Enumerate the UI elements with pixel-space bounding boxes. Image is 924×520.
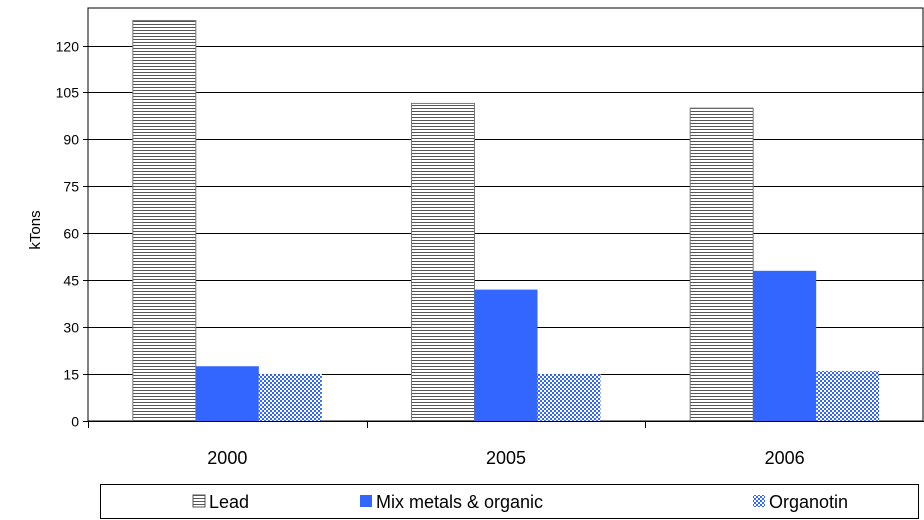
y-tick-label: 15 bbox=[63, 367, 79, 383]
bar-mix-metals-organic-2006 bbox=[753, 270, 817, 421]
legend-swatch bbox=[360, 495, 372, 507]
y-tick-label: 105 bbox=[56, 85, 80, 101]
bar-lead-2006 bbox=[689, 107, 754, 422]
y-tick-label: 60 bbox=[63, 226, 79, 242]
bar-organotin-2005 bbox=[537, 374, 601, 421]
x-tick-label: 2005 bbox=[486, 448, 526, 468]
y-tick-label: 75 bbox=[63, 179, 79, 195]
bar-mix-metals-organic-2000 bbox=[195, 366, 259, 421]
x-tick-label: 2000 bbox=[207, 448, 247, 468]
bars bbox=[132, 20, 880, 422]
bar-mix-metals-organic-2005 bbox=[474, 289, 538, 421]
legend-label: Organotin bbox=[769, 492, 848, 512]
y-tick-label: 120 bbox=[56, 39, 80, 55]
x-tick-label: 2006 bbox=[765, 448, 805, 468]
legend-swatch bbox=[192, 494, 206, 508]
bar-lead-2000 bbox=[132, 20, 197, 422]
legend-label: Lead bbox=[209, 492, 249, 512]
bar-organotin-2000 bbox=[258, 374, 322, 421]
y-axis-title: kTons bbox=[27, 210, 44, 249]
y-tick-label: 90 bbox=[63, 132, 79, 148]
legend: Lead Mix metals & organic Organotin bbox=[100, 484, 919, 519]
legend-label: Mix metals & organic bbox=[376, 492, 543, 512]
y-tick-label: 0 bbox=[71, 414, 79, 430]
y-tick-label: 30 bbox=[63, 320, 79, 336]
bar-organotin-2006 bbox=[816, 370, 880, 421]
y-tick-label: 45 bbox=[63, 273, 79, 289]
legend-swatch bbox=[753, 495, 765, 507]
axes: 0 15 30 45 60 75 90 105 120 2000 2005 2006 bbox=[56, 39, 924, 468]
bar-lead-2005 bbox=[411, 102, 475, 422]
legend-box bbox=[100, 484, 919, 519]
